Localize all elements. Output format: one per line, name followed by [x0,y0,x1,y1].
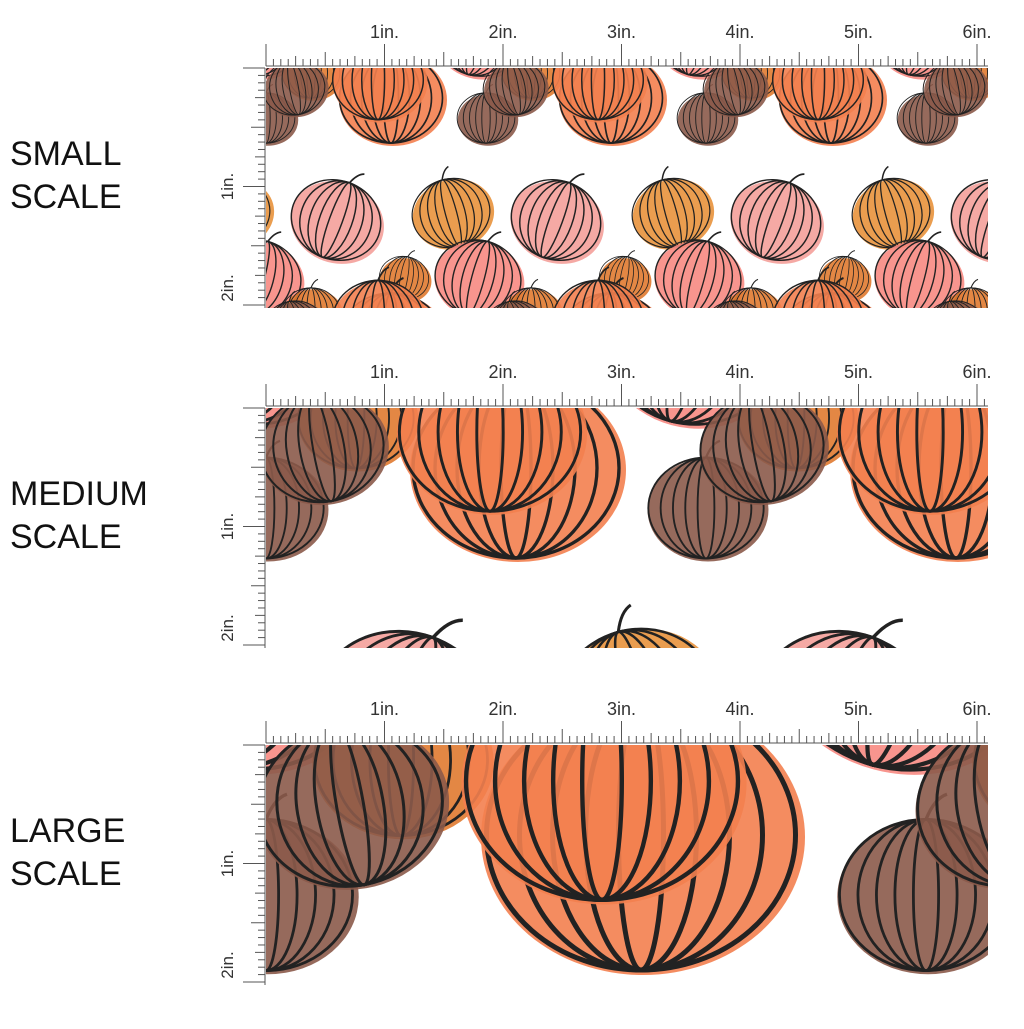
pumpkin [461,745,747,905]
pumpkin [836,408,988,515]
pumpkin [510,173,604,264]
ruler-label: 4in. [725,362,754,382]
ruler-label: 3in. [607,362,636,382]
pumpkin [266,627,280,648]
pumpkin [331,68,428,123]
ruler-label: 6in. [962,22,991,42]
pumpkin [482,290,549,308]
ruler-label: 3in. [607,699,636,719]
ruler-label: 3in. [607,22,636,42]
ruler-top [266,44,988,66]
ruler-label: 1in. [370,699,399,719]
scale-label: MEDIUM [10,475,148,513]
ruler-label: 2in. [218,951,237,978]
pumpkin [266,231,305,308]
ruler-label: 4in. [725,22,754,42]
scale-label: SCALE [10,518,122,556]
scale-label: SCALE [10,855,122,893]
pumpkin [922,290,988,308]
pumpkin [851,165,935,250]
pumpkin [992,267,1024,362]
pumpkin [266,290,329,308]
scale-label: LARGE [10,812,125,850]
pumpkin [434,68,525,80]
pumpkin [654,68,745,80]
pumpkin [434,231,525,308]
ruler-label: 2in. [488,699,517,719]
pumpkin [730,173,824,264]
ruler-label: 5in. [844,699,873,719]
pumpkin [950,178,988,264]
fabric-pattern [266,27,1024,362]
scale-label: SMALL [10,135,122,173]
pumpkin [334,266,425,308]
ruler-label: 1in. [370,22,399,42]
pumpkin [266,408,389,506]
pumpkin [482,68,549,118]
ruler-label: 6in. [962,699,991,719]
pumpkin [699,408,829,506]
pumpkin [266,68,329,118]
pumpkin [874,68,965,80]
ruler-label: 1in. [218,173,237,200]
pumpkin [915,745,988,890]
ruler-label: 5in. [844,362,873,382]
pumpkin [771,68,868,123]
pumpkin [774,266,865,308]
pumpkin [266,177,275,250]
ruler-top [266,384,988,406]
pumpkin [631,165,715,250]
pumpkin [874,231,965,308]
ruler-label: 1in. [370,362,399,382]
ruler-label: 1in. [218,513,237,540]
fabric-pattern [266,408,988,648]
ruler-label: 6in. [962,362,991,382]
ruler-label: 2in. [218,274,237,301]
ruler-label: 1in. [218,850,237,877]
ruler-top [266,721,988,743]
ruler-label: 2in. [488,362,517,382]
pumpkin [411,165,495,250]
pumpkin [922,68,988,118]
pumpkin [396,408,588,515]
ruler-label: 2in. [218,614,237,641]
scale-label: SCALE [10,178,122,216]
pumpkin [654,231,745,308]
pumpkin [551,68,648,123]
pumpkin [554,266,645,308]
pumpkin [702,68,769,118]
fabric-pattern [266,745,988,975]
ruler-label: 5in. [844,22,873,42]
ruler-label: 4in. [725,699,754,719]
pumpkin [702,290,769,308]
pumpkin [557,603,720,648]
pumpkin [313,618,501,648]
ruler-label: 2in. [488,22,517,42]
pumpkin [768,745,988,775]
pumpkin [992,27,1024,122]
pumpkin [753,618,941,648]
pumpkin [266,745,450,890]
pumpkin [290,173,384,264]
pumpkin [601,408,782,429]
